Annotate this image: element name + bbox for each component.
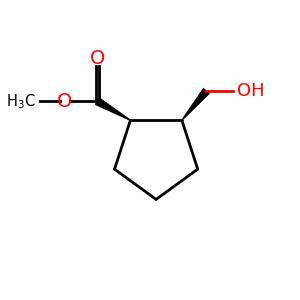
Text: O: O [57,92,73,111]
Text: H$_3$C: H$_3$C [6,92,35,111]
Polygon shape [96,98,130,120]
Polygon shape [182,89,209,120]
Text: OH: OH [237,82,265,100]
Text: O: O [90,49,105,68]
